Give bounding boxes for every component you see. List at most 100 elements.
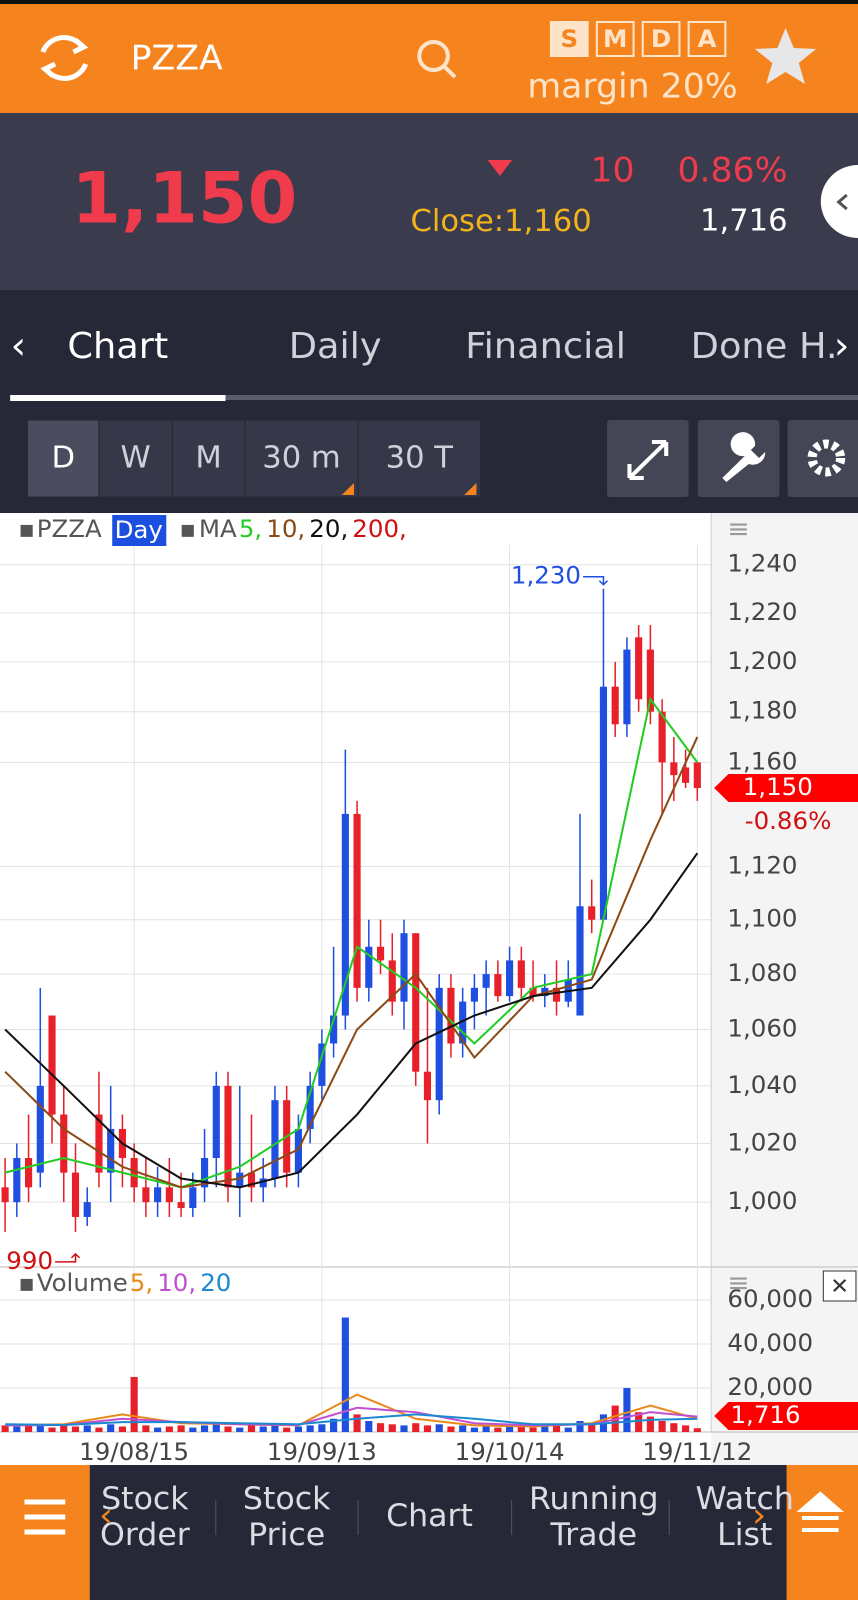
nav-label[interactable]: Price <box>248 1517 325 1553</box>
refresh-icon[interactable] <box>40 35 89 81</box>
nav-label[interactable]: Trade <box>549 1517 637 1553</box>
tab[interactable]: Done H. <box>691 324 838 367</box>
tool-button[interactable] <box>697 420 780 497</box>
legend-bullet: ▪ <box>18 514 35 543</box>
volume-bar <box>506 1425 514 1432</box>
volume-bar <box>1 1425 9 1432</box>
candle-body <box>693 762 701 789</box>
candle-body <box>552 987 561 1002</box>
period-button[interactable] <box>27 419 100 498</box>
nav-next[interactable]: › <box>752 1496 766 1536</box>
period-label: D <box>51 441 75 476</box>
volume-bar <box>459 1425 467 1432</box>
menu-icon[interactable]: ≡ <box>727 515 749 545</box>
price-tag-label: 1,150 <box>743 772 813 801</box>
volume-label: Volume <box>37 1268 128 1297</box>
candle-body <box>1 1187 9 1203</box>
y-tick-label: 1,000 <box>727 1186 797 1215</box>
volume-bar <box>118 1426 126 1432</box>
board-box[interactable] <box>595 21 635 57</box>
candle-body <box>353 813 361 988</box>
tab[interactable]: Financial <box>465 324 626 367</box>
change-pct: 0.86% <box>677 151 787 191</box>
nav-label[interactable]: Running <box>529 1481 659 1517</box>
search-icon[interactable] <box>417 40 457 79</box>
volume-bar <box>447 1426 455 1432</box>
board-box[interactable] <box>687 21 727 57</box>
legend-entry: 200, <box>352 514 407 543</box>
candle-body <box>623 649 631 725</box>
handle-arrow <box>836 193 848 211</box>
volume-bar <box>435 1424 443 1432</box>
axis-area <box>711 513 858 1465</box>
volume-tag <box>714 1402 858 1430</box>
quote-panel <box>0 113 858 290</box>
close-icon: ✕ <box>830 1274 849 1300</box>
candle-body <box>60 1114 68 1173</box>
volume-bar <box>658 1420 666 1432</box>
legend-entry: 5, <box>130 1268 153 1297</box>
y-tick-label: 1,040 <box>727 1070 797 1099</box>
low-label: 990 <box>6 1246 53 1275</box>
tab[interactable]: Chart <box>67 324 168 367</box>
volume-bar <box>107 1424 115 1432</box>
ma-line <box>4 736 699 1189</box>
nav-label[interactable]: Stock <box>101 1481 189 1517</box>
volume-bar <box>576 1420 584 1432</box>
nav-label[interactable]: Watch <box>696 1481 794 1517</box>
volume-bar <box>283 1427 291 1432</box>
ma-legend: MA5, 10, 20, 200, <box>199 514 407 543</box>
period-label: M <box>195 441 221 476</box>
settings-button[interactable] <box>787 420 858 497</box>
candle-body <box>682 767 690 783</box>
nav-label[interactable]: Stock <box>243 1481 331 1517</box>
period-button[interactable] <box>357 419 482 498</box>
candle-body <box>318 1043 326 1086</box>
candle-body <box>294 1128 302 1173</box>
favorite-star[interactable] <box>754 28 817 84</box>
volume-bar <box>13 1426 21 1432</box>
nav-label[interactable]: Chart <box>386 1498 473 1534</box>
candle-body <box>365 946 373 988</box>
tab-prev[interactable]: ‹ <box>11 324 27 369</box>
legend-symbol: PZZA <box>37 514 102 543</box>
tab[interactable]: Daily <box>289 324 382 367</box>
volume-bar <box>48 1427 56 1432</box>
candle-body <box>259 1178 267 1188</box>
candle-body <box>71 1172 80 1217</box>
candle-body <box>107 1128 115 1173</box>
board-box[interactable] <box>641 21 681 57</box>
candle-body <box>224 1085 232 1188</box>
candle-body <box>165 1187 173 1203</box>
volume-ma-line <box>5 1393 698 1428</box>
volume-tick-label: 60,000 <box>727 1284 813 1313</box>
candle-body <box>142 1187 150 1203</box>
candle-body <box>306 1085 314 1129</box>
nav-label[interactable]: List <box>717 1517 772 1553</box>
close-button[interactable] <box>822 1270 857 1302</box>
x-tick-label: 19/09/13 <box>267 1437 377 1466</box>
legend-entry: 10, <box>157 1268 196 1297</box>
candle-body <box>36 1085 44 1173</box>
board-label: D <box>651 24 671 53</box>
volume-bar <box>130 1376 138 1432</box>
volume-bar <box>24 1424 33 1432</box>
volume-bar <box>529 1427 537 1432</box>
low-arrow <box>55 1252 81 1263</box>
candle-body <box>400 933 408 1002</box>
hamburger <box>24 1499 66 1535</box>
menu-icon[interactable]: ≡ <box>727 1269 749 1299</box>
volume-bar <box>142 1425 150 1432</box>
board-box[interactable] <box>549 21 589 57</box>
top-button[interactable] <box>786 1465 858 1600</box>
candle-body <box>635 637 643 700</box>
volume-bar <box>165 1426 173 1432</box>
nav-label[interactable]: Order <box>100 1517 190 1553</box>
volume-bar <box>247 1425 256 1432</box>
nav-prev[interactable]: ‹ <box>99 1496 113 1536</box>
candle-body <box>482 974 490 988</box>
tab-next[interactable]: › <box>834 324 850 369</box>
period-label: 30 T <box>386 441 454 476</box>
candle-body <box>670 762 678 776</box>
period-label: W <box>121 441 151 476</box>
